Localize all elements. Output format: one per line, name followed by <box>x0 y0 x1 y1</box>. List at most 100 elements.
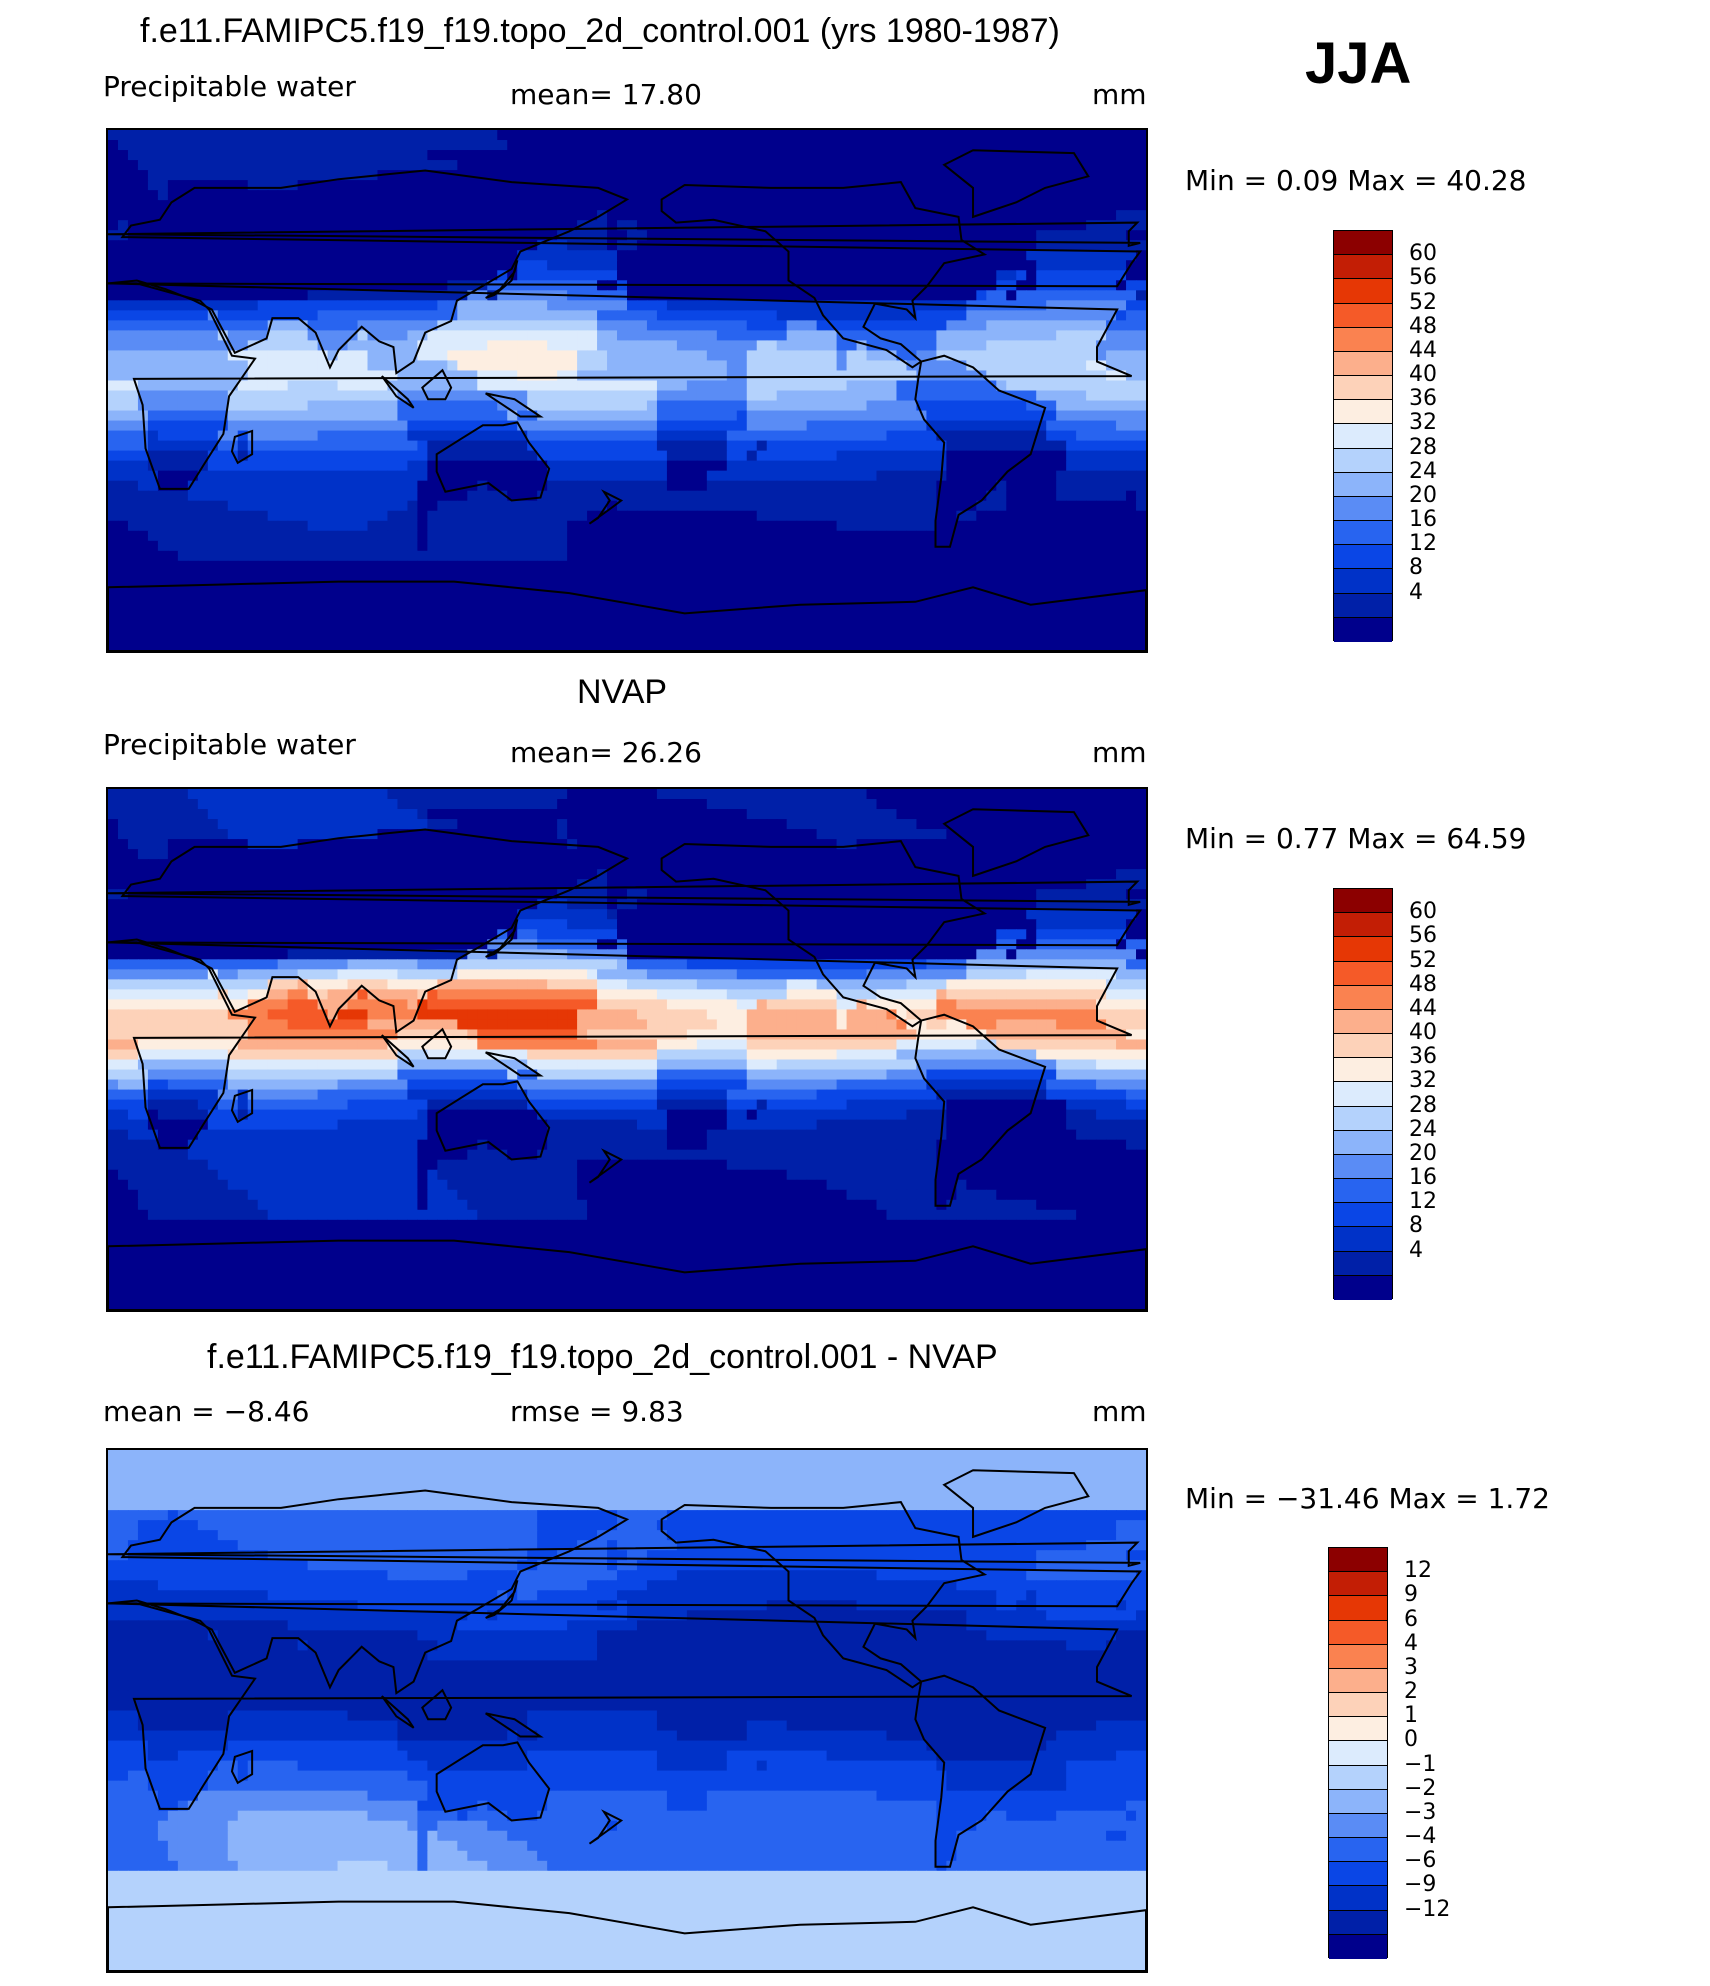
field-cell <box>996 310 1007 321</box>
field-cell <box>427 260 438 271</box>
field-cell <box>477 380 488 392</box>
field-cell <box>247 360 259 372</box>
field-cell <box>1046 160 1057 171</box>
field-cell <box>1086 270 1097 281</box>
field-cell <box>656 310 668 321</box>
field-cell <box>676 590 688 602</box>
field-cell <box>756 190 768 201</box>
field-cell <box>976 220 987 231</box>
field-cell <box>776 330 788 342</box>
field-cell <box>457 260 468 271</box>
field-cell <box>577 440 588 452</box>
field-cell <box>966 580 977 592</box>
field-cell <box>1116 150 1127 161</box>
field-cell <box>437 450 448 462</box>
field-cell <box>666 440 678 452</box>
field-cell <box>197 330 209 342</box>
field-cell <box>786 590 798 602</box>
field-cell <box>816 380 828 392</box>
field-cell <box>1126 530 1137 542</box>
field-cell <box>108 450 119 462</box>
field-cell <box>117 460 129 472</box>
field-cell <box>247 330 259 342</box>
field-cell <box>287 330 299 342</box>
field-cell <box>826 310 838 321</box>
field-cell <box>856 230 868 241</box>
field-cell <box>806 320 818 331</box>
field-cell <box>237 160 249 171</box>
field-cell <box>946 530 957 542</box>
field-cell <box>127 130 139 141</box>
field-cell <box>856 570 868 582</box>
field-cell <box>886 540 898 552</box>
field-cell <box>217 530 229 542</box>
field-cell <box>487 260 498 271</box>
field-cell <box>157 170 169 181</box>
field-cell <box>1046 220 1057 231</box>
field-cell <box>1106 560 1117 572</box>
field-cell <box>966 140 977 151</box>
field-cell <box>357 490 369 502</box>
field-cell <box>966 570 977 582</box>
field-cell <box>846 160 858 171</box>
field-cell <box>117 420 129 432</box>
field-cell <box>287 520 299 532</box>
field-cell <box>137 140 149 151</box>
field-cell <box>187 330 199 342</box>
field-cell <box>826 160 838 171</box>
field-cell <box>916 140 928 151</box>
field-cell <box>357 540 369 552</box>
field-cell <box>597 360 608 372</box>
field-cell <box>507 400 518 412</box>
field-cell <box>966 490 977 502</box>
field-cell <box>1096 450 1107 462</box>
field-cell <box>1046 210 1057 221</box>
field-cell <box>317 590 329 602</box>
field-cell <box>108 570 119 582</box>
field-cell <box>347 600 359 612</box>
field-cell <box>257 180 269 191</box>
field-cell <box>776 270 788 281</box>
field-cell <box>517 200 528 211</box>
field-cell <box>147 180 159 191</box>
field-cell <box>117 540 129 552</box>
field-cell <box>367 200 379 211</box>
field-cell <box>577 400 588 412</box>
field-cell <box>1066 320 1077 331</box>
field-cell <box>287 170 299 181</box>
field-cell <box>427 410 438 422</box>
field-cell <box>237 410 249 422</box>
field-cell <box>337 530 349 542</box>
field-cell <box>507 570 518 582</box>
field-cell <box>726 340 738 352</box>
field-cell <box>237 330 249 342</box>
field-cell <box>317 160 329 171</box>
field-cell <box>1136 590 1146 602</box>
field-cell <box>1016 140 1027 151</box>
field-cell <box>866 420 878 432</box>
field-cell <box>1126 290 1137 301</box>
field-cell <box>327 140 339 151</box>
field-cell <box>237 310 249 321</box>
field-cell <box>477 440 488 452</box>
field-cell <box>237 210 249 221</box>
field-cell <box>137 260 149 271</box>
field-cell <box>786 310 798 321</box>
field-cell <box>467 540 478 552</box>
field-cell <box>1036 170 1047 181</box>
field-cell <box>467 200 478 211</box>
field-cell <box>686 140 698 151</box>
field-cell <box>277 210 289 221</box>
field-cell <box>696 380 708 392</box>
field-cell <box>1126 310 1137 321</box>
field-cell <box>1026 470 1037 482</box>
field-cell <box>137 510 149 522</box>
field-cell <box>517 290 528 301</box>
field-cell <box>736 430 748 442</box>
field-cell <box>427 220 438 231</box>
field-cell <box>367 190 379 201</box>
field-cell <box>806 140 818 151</box>
field-cell <box>1116 410 1127 422</box>
field-cell <box>207 490 219 502</box>
field-cell <box>257 240 269 251</box>
